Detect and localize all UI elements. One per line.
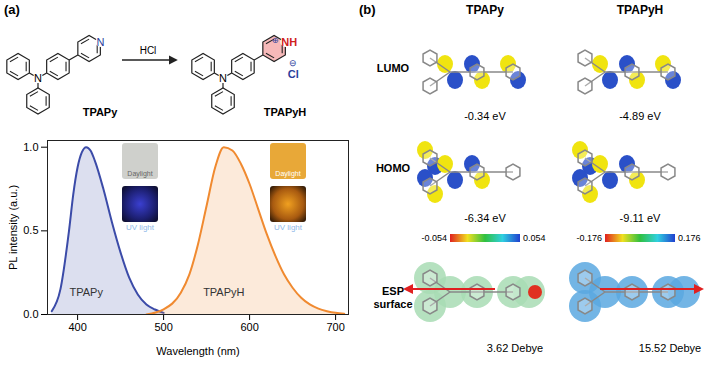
svg-text:TPAPy: TPAPy bbox=[466, 3, 504, 17]
html-text:Daylight: Daylight bbox=[127, 170, 153, 177]
svg-text:ESP: ESP bbox=[382, 285, 404, 297]
svg-text:NH: NH bbox=[281, 36, 297, 48]
svg-text:PL intensity (a.u.): PL intensity (a.u.) bbox=[7, 185, 19, 270]
html-text:UV light: UV light bbox=[274, 223, 302, 232]
svg-text:N: N bbox=[34, 72, 42, 84]
svg-text:surface: surface bbox=[373, 298, 412, 310]
svg-text:Cl: Cl bbox=[288, 68, 299, 80]
svg-text:Wavelength (nm): Wavelength (nm) bbox=[156, 345, 239, 357]
svg-text:-0.34 eV: -0.34 eV bbox=[464, 110, 506, 122]
svg-text:TPAPy: TPAPy bbox=[69, 286, 103, 298]
svg-text:(b): (b) bbox=[359, 2, 376, 17]
svg-text:⊖: ⊖ bbox=[289, 58, 297, 68]
svg-text:-9.11 eV: -9.11 eV bbox=[620, 212, 661, 224]
svg-text:3.62 Debye: 3.62 Debye bbox=[487, 342, 543, 354]
svg-text:500: 500 bbox=[154, 321, 172, 333]
svg-text:0.5: 0.5 bbox=[23, 224, 38, 236]
svg-text:0.054: 0.054 bbox=[523, 233, 546, 243]
svg-text:HOMO: HOMO bbox=[376, 162, 411, 174]
svg-text:N: N bbox=[96, 36, 104, 48]
svg-text:LUMO: LUMO bbox=[377, 62, 410, 74]
svg-text:1.0: 1.0 bbox=[23, 141, 38, 153]
svg-text:400: 400 bbox=[68, 321, 86, 333]
svg-text:0.0: 0.0 bbox=[23, 308, 38, 320]
html-text:UV light: UV light bbox=[126, 223, 154, 232]
svg-text:TPAPy: TPAPy bbox=[83, 106, 119, 118]
svg-text:15.52 Debye: 15.52 Debye bbox=[639, 342, 701, 354]
html-text:Daylight: Daylight bbox=[275, 170, 301, 177]
svg-text:600: 600 bbox=[240, 321, 258, 333]
svg-text:TPAPyH: TPAPyH bbox=[264, 106, 307, 118]
svg-text:TPAPyH: TPAPyH bbox=[203, 286, 244, 298]
svg-text:-4.89 eV: -4.89 eV bbox=[619, 110, 661, 122]
svg-text:HCl: HCl bbox=[140, 45, 157, 56]
svg-text:(a): (a) bbox=[4, 2, 20, 17]
svg-text:-0.054: -0.054 bbox=[421, 233, 447, 243]
svg-text:⊕: ⊕ bbox=[272, 36, 279, 45]
svg-text:0.176: 0.176 bbox=[678, 233, 701, 243]
svg-text:-6.34 eV: -6.34 eV bbox=[464, 212, 506, 224]
svg-text:TPAPyH: TPAPyH bbox=[617, 3, 663, 17]
svg-text:-0.176: -0.176 bbox=[576, 233, 602, 243]
svg-text:N: N bbox=[219, 72, 227, 84]
svg-text:700: 700 bbox=[326, 321, 344, 333]
